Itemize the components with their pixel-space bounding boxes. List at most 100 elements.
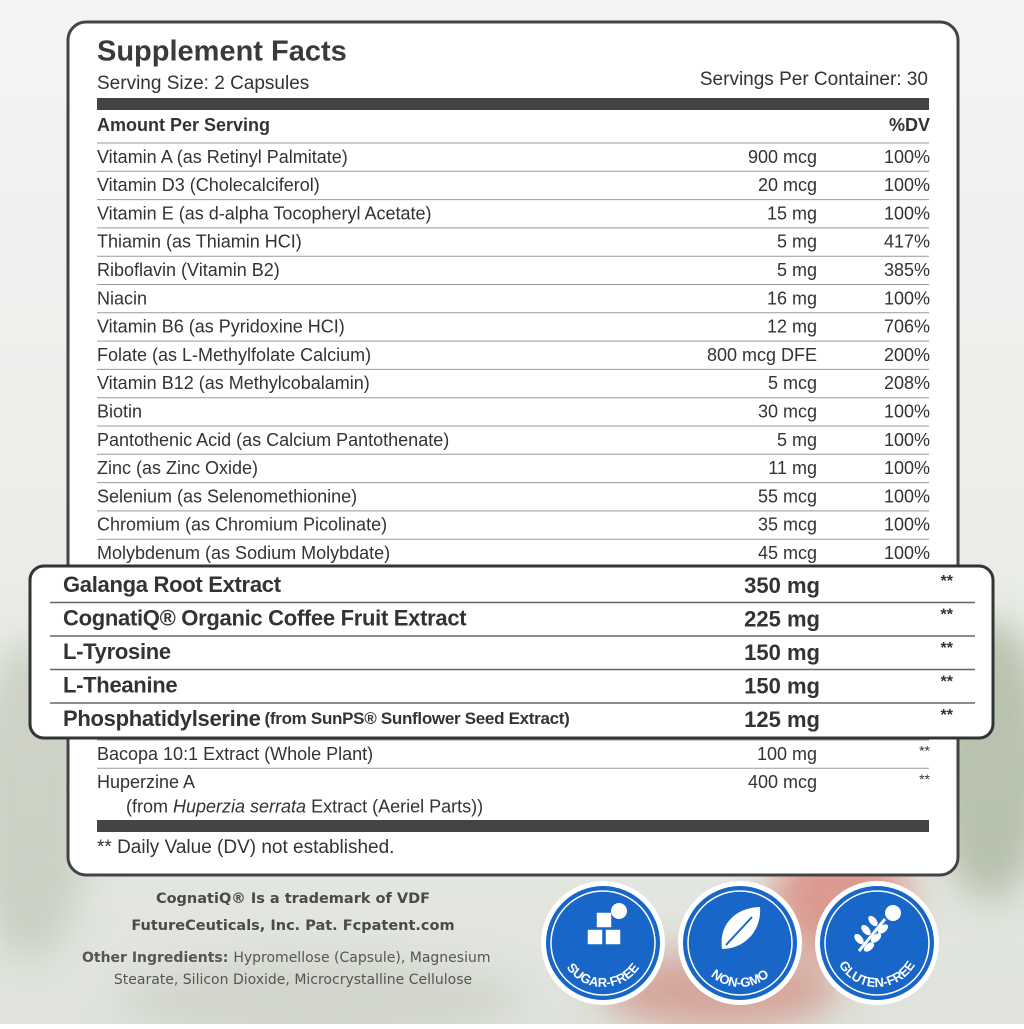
footnote: ** Daily Value (DV) not established. bbox=[97, 837, 394, 858]
nutrient-amount: 12 mg bbox=[767, 317, 817, 337]
badge-icon bbox=[854, 933, 864, 945]
nutrient-name: Molybdenum (as Sodium Molybdate) bbox=[97, 543, 390, 563]
nutrient-amount: 16 mg bbox=[767, 288, 817, 308]
nutrient-dv: 100% bbox=[884, 543, 930, 563]
source-part: (from bbox=[126, 796, 168, 816]
nutrient-dv: 200% bbox=[884, 345, 930, 365]
nutrient-name: Biotin bbox=[97, 401, 142, 421]
ingredient-dv: ** bbox=[941, 640, 954, 657]
badge-icon bbox=[604, 928, 622, 946]
nutrient-dv: 100% bbox=[884, 401, 930, 421]
nutrient-dv: 100% bbox=[884, 147, 930, 167]
nutrient-amount: 5 mcg bbox=[768, 373, 817, 393]
ingredient-note: (from SunPS® Sunflower Seed Extract) bbox=[265, 709, 570, 728]
other-ingredients: Stearate, Silicon Dioxide, Microcrystall… bbox=[114, 972, 472, 988]
ingredient-dv: ** bbox=[919, 771, 930, 787]
ingredient-amount: 225 mg bbox=[744, 606, 820, 631]
nutrient-name: Folate (as L-Methylfolate Calcium) bbox=[97, 345, 371, 365]
highlight-box bbox=[28, 564, 995, 740]
ingredient-name: L-Theanine bbox=[63, 672, 177, 697]
ingredient-name-text: L-Theanine bbox=[63, 672, 177, 697]
nutrient-amount: 15 mg bbox=[767, 203, 817, 223]
thick-rule bbox=[97, 820, 929, 832]
badge-icon bbox=[725, 916, 753, 946]
badge-fill bbox=[820, 886, 934, 1000]
badge: NON-GMO bbox=[678, 881, 802, 1005]
nutrient-name: Selenium (as Selenomethionine) bbox=[97, 486, 357, 506]
nutrient-name: Niacin bbox=[97, 288, 147, 308]
ingredient-dv: ** bbox=[941, 674, 954, 691]
nutrient-dv: 100% bbox=[884, 288, 930, 308]
nutrient-amount: 30 mcg bbox=[758, 401, 817, 421]
ingredient-name: Phosphatidylserine (from SunPS® Sunflower… bbox=[63, 706, 570, 731]
nutrient-dv: 100% bbox=[884, 458, 930, 478]
ingredient-amount: 150 mg bbox=[744, 673, 820, 698]
badge: SUGAR-FREE bbox=[541, 881, 665, 1005]
nutrient-dv: 100% bbox=[884, 486, 930, 506]
trademark-note: FutureCeuticals, Inc. Pat. Fcpatent.com bbox=[131, 918, 454, 934]
servings-per-container: Servings Per Container: 30 bbox=[700, 69, 928, 90]
ingredient-source: (from Huperzia serrata Extract (Aeriel Par… bbox=[126, 796, 483, 816]
nutrient-dv: 385% bbox=[884, 260, 930, 280]
badge-icon bbox=[863, 942, 875, 952]
badge-icon bbox=[861, 924, 871, 936]
nutrient-dv: 706% bbox=[884, 317, 930, 337]
ingredient-name: Huperzine A bbox=[97, 772, 195, 792]
source-part: Extract (Aeriel Parts)) bbox=[311, 796, 483, 816]
nutrient-amount: 45 mcg bbox=[758, 543, 817, 563]
badge-ring bbox=[824, 890, 930, 996]
serving-size: Serving Size: 2 Capsules bbox=[97, 73, 309, 94]
nutrient-dv: 100% bbox=[884, 430, 930, 450]
nutrient-amount: 11 mg bbox=[768, 458, 817, 478]
nutrient-name: Vitamin A (as Retinyl Palmitate) bbox=[97, 147, 348, 167]
ingredient-amount: 100 mg bbox=[757, 744, 817, 764]
badge-icon bbox=[611, 903, 627, 919]
nutrient-dv: 100% bbox=[884, 203, 930, 223]
ingredient-dv: ** bbox=[941, 573, 954, 590]
ingredient-name: Bacopa 10:1 Extract (Whole Plant) bbox=[97, 744, 373, 764]
nutrient-name: Vitamin D3 (Cholecalciferol) bbox=[97, 175, 320, 195]
nutrient-amount: 20 mcg bbox=[758, 175, 817, 195]
nutrient-dv: 100% bbox=[884, 515, 930, 535]
ingredient-dv: ** bbox=[941, 707, 954, 724]
header-dv: %DV bbox=[889, 115, 930, 135]
badge: GLUTEN-FREE bbox=[815, 881, 939, 1005]
badge-icon bbox=[870, 933, 882, 943]
ingredient-name: Galanga Root Extract bbox=[63, 572, 282, 597]
badge-icon bbox=[885, 905, 901, 921]
ingredient-name: L-Tyrosine bbox=[63, 639, 171, 664]
ingredient-name: CognatiQ® Organic Coffee Fruit Extract bbox=[63, 605, 467, 630]
nutrient-name: Vitamin B6 (as Pyridoxine HCI) bbox=[97, 317, 345, 337]
ingredient-amount: 400 mcg bbox=[748, 772, 817, 792]
nutrient-amount: 5 mg bbox=[777, 430, 817, 450]
nutrient-name: Vitamin B12 (as Methylcobalamin) bbox=[97, 373, 370, 393]
nutrient-name: Pantothenic Acid (as Calcium Pantothenat… bbox=[97, 430, 449, 450]
nutrient-dv: 208% bbox=[884, 373, 930, 393]
ingredient-name-text: Galanga Root Extract bbox=[63, 572, 282, 597]
badge-icon bbox=[877, 924, 889, 934]
thick-rule bbox=[97, 98, 929, 110]
nutrient-dv: 100% bbox=[884, 175, 930, 195]
other-ingredients: Other Ingredients: Hypromellose (Capsule)… bbox=[82, 950, 490, 966]
source-part: Huperzia serrata bbox=[173, 796, 306, 816]
ingredient-dv: ** bbox=[919, 743, 930, 759]
badge-ring bbox=[687, 890, 793, 996]
badge-ring bbox=[550, 890, 656, 996]
other-ingredients-label: Other Ingredients: bbox=[82, 950, 228, 966]
nutrient-amount: 900 mcg bbox=[748, 147, 817, 167]
nutrient-amount: 800 mcg DFE bbox=[707, 345, 817, 365]
nutrient-dv: 417% bbox=[884, 232, 930, 252]
badge-icon bbox=[868, 915, 878, 927]
trademark-note: CognatiQ® Is a trademark of VDF bbox=[156, 891, 430, 907]
nutrient-name: Vitamin E (as d-alpha Tocopheryl Acetate… bbox=[97, 203, 432, 223]
nutrient-name: Chromium (as Chromium Picolinate) bbox=[97, 515, 387, 535]
nutrient-amount: 35 mcg bbox=[758, 515, 817, 535]
ingredient-amount: 350 mg bbox=[744, 573, 820, 598]
nutrient-name: Thiamin (as Thiamin HCI) bbox=[97, 232, 302, 252]
badge-icon bbox=[857, 918, 887, 952]
ingredient-dv: ** bbox=[941, 607, 954, 624]
header-amount: Amount Per Serving bbox=[97, 115, 270, 135]
ingredient-name-text: L-Tyrosine bbox=[63, 639, 171, 664]
